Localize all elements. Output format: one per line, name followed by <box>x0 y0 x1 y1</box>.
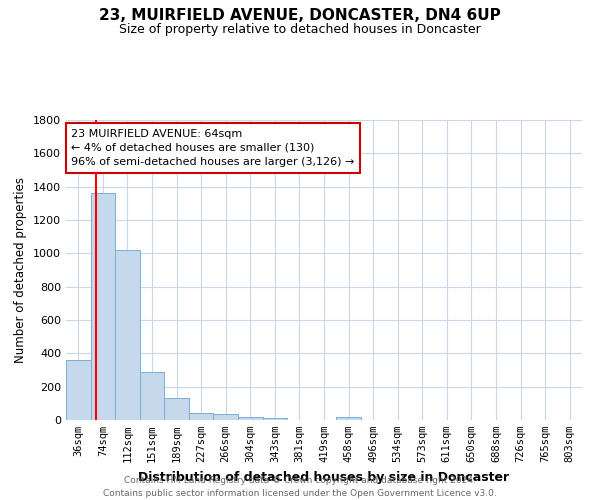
X-axis label: Distribution of detached houses by size in Doncaster: Distribution of detached houses by size … <box>139 470 509 484</box>
Bar <box>164 398 189 420</box>
Bar <box>336 417 361 420</box>
Bar <box>140 372 164 420</box>
Bar <box>91 194 115 420</box>
Text: Contains HM Land Registry data © Crown copyright and database right 2024.
Contai: Contains HM Land Registry data © Crown c… <box>103 476 497 498</box>
Text: Size of property relative to detached houses in Doncaster: Size of property relative to detached ho… <box>119 22 481 36</box>
Y-axis label: Number of detached properties: Number of detached properties <box>14 177 28 363</box>
Bar <box>238 416 263 420</box>
Bar <box>66 360 91 420</box>
Text: 23, MUIRFIELD AVENUE, DONCASTER, DN4 6UP: 23, MUIRFIELD AVENUE, DONCASTER, DN4 6UP <box>99 8 501 22</box>
Text: 23 MUIRFIELD AVENUE: 64sqm
← 4% of detached houses are smaller (130)
96% of semi: 23 MUIRFIELD AVENUE: 64sqm ← 4% of detac… <box>71 129 355 167</box>
Bar <box>115 250 140 420</box>
Bar <box>214 414 238 420</box>
Bar <box>189 414 214 420</box>
Bar <box>263 418 287 420</box>
